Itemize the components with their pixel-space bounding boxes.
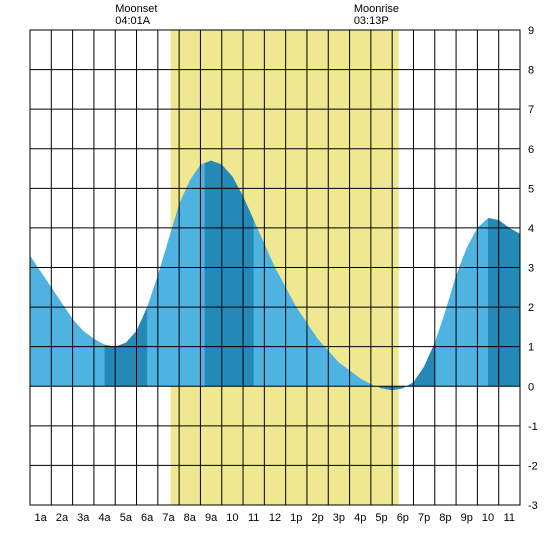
chart-svg: 1a2a3a4a5a6a7a8a9a1011121p2p3p4p5p6p7p8p… [0,0,550,550]
moonrise-time: 03:13P [354,15,389,27]
x-tick-label: 8a [184,512,197,524]
x-tick-label: 10 [482,512,494,524]
y-tick-label: 1 [528,342,534,354]
tide-chart: 1a2a3a4a5a6a7a8a9a1011121p2p3p4p5p6p7p8p… [0,0,550,550]
x-tick-label: 12 [269,512,281,524]
x-tick-label: 7a [162,512,175,524]
x-tick-label: 8p [439,512,451,524]
x-tick-label: 9a [205,512,218,524]
moonrise-label: Moonrise [354,3,399,15]
y-tick-label: -1 [528,421,538,433]
y-tick-label: 4 [528,223,534,235]
x-tick-label: 10 [226,512,238,524]
x-tick-label: 9p [461,512,473,524]
y-tick-label: 9 [528,25,534,37]
y-tick-label: 0 [528,381,534,393]
x-tick-label: 1a [35,512,48,524]
x-tick-label: 11 [248,512,259,524]
x-tick-label: 7p [418,512,430,524]
tide-area-dark-3 [488,218,520,386]
y-tick-label: 3 [528,263,534,275]
y-tick-label: 2 [528,302,534,314]
x-tick-label: 5p [375,512,387,524]
x-tick-label: 3a [77,512,90,524]
moonset-time: 04:01A [115,15,151,27]
y-tick-label: -2 [528,460,538,472]
x-tick-label: 3p [333,512,345,524]
x-tick-label: 4p [354,512,366,524]
x-tick-label: 11 [504,512,515,524]
x-tick-label: 6a [141,512,154,524]
x-tick-label: 5a [120,512,133,524]
x-tick-label: 1p [290,512,302,524]
x-tick-label: 2a [56,512,69,524]
x-tick-label: 2p [311,512,323,524]
y-tick-label: 6 [528,144,534,156]
y-tick-label: 7 [528,104,534,116]
y-tick-label: 5 [528,183,534,195]
y-tick-label: 8 [528,65,534,77]
moonset-label: Moonset [115,3,157,15]
x-tick-label: 4a [98,512,111,524]
y-tick-label: -3 [528,500,538,512]
x-tick-label: 6p [397,512,409,524]
